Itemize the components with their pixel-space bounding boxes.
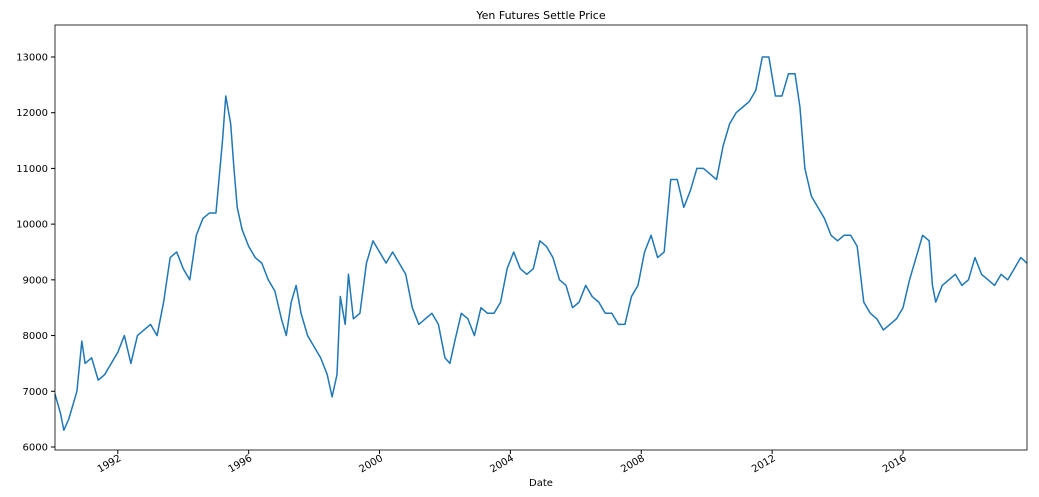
x-tick-label: 2004 (488, 453, 516, 475)
chart-title: Yen Futures Settle Price (475, 9, 606, 22)
x-tick-label: 1996 (227, 453, 255, 475)
x-tick-label: 2000 (358, 453, 386, 475)
line (54, 56, 1028, 432)
y-tick-label: 11000 (16, 164, 48, 175)
y-tick-label: 8000 (23, 331, 48, 342)
x-axis-label: Date (529, 478, 553, 489)
y-tick-label: 9000 (23, 275, 48, 286)
x-tick-label: 2016 (881, 453, 909, 475)
y-tick-label: 6000 (23, 442, 48, 453)
x-tick-label: 2008 (619, 453, 647, 475)
y-tick-label: 13000 (16, 52, 48, 63)
x-tick-label: 1992 (96, 453, 124, 475)
x-tick-label: 2012 (750, 453, 778, 475)
y-tick-label: 7000 (23, 387, 48, 398)
plot-frame (54, 24, 1028, 451)
y-tick-label: 10000 (16, 220, 48, 231)
y-tick-label: 12000 (16, 108, 48, 119)
